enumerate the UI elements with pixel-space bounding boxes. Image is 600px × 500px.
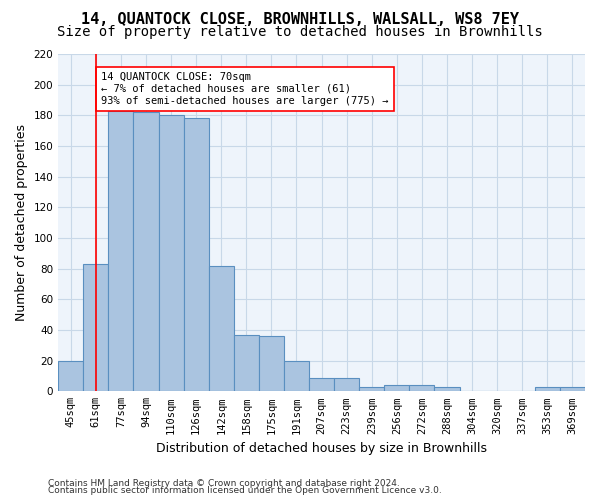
Bar (109, 110, 133, 392)
Bar (58, 360, 83, 392)
Bar (434, 386, 460, 392)
Bar (259, 336, 284, 392)
Bar (234, 334, 259, 392)
Bar (209, 266, 234, 392)
Text: 14 QUANTOCK CLOSE: 70sqm
← 7% of detached houses are smaller (61)
93% of semi-de: 14 QUANTOCK CLOSE: 70sqm ← 7% of detache… (101, 72, 388, 106)
Bar (409, 385, 434, 392)
Text: Size of property relative to detached houses in Brownhills: Size of property relative to detached ho… (57, 25, 543, 39)
Bar (560, 386, 585, 392)
X-axis label: Distribution of detached houses by size in Brownhills: Distribution of detached houses by size … (156, 442, 487, 455)
Bar (83, 264, 109, 392)
Bar (535, 386, 560, 392)
Y-axis label: Number of detached properties: Number of detached properties (15, 124, 28, 321)
Bar (334, 378, 359, 392)
Bar (284, 360, 309, 392)
Text: Contains public sector information licensed under the Open Government Licence v3: Contains public sector information licen… (48, 486, 442, 495)
Bar (359, 386, 385, 392)
Bar (309, 378, 334, 392)
Bar (133, 112, 158, 392)
Bar (385, 385, 409, 392)
Text: Contains HM Land Registry data © Crown copyright and database right 2024.: Contains HM Land Registry data © Crown c… (48, 478, 400, 488)
Bar (184, 118, 209, 392)
Bar (158, 116, 184, 392)
Text: 14, QUANTOCK CLOSE, BROWNHILLS, WALSALL, WS8 7EY: 14, QUANTOCK CLOSE, BROWNHILLS, WALSALL,… (81, 12, 519, 28)
